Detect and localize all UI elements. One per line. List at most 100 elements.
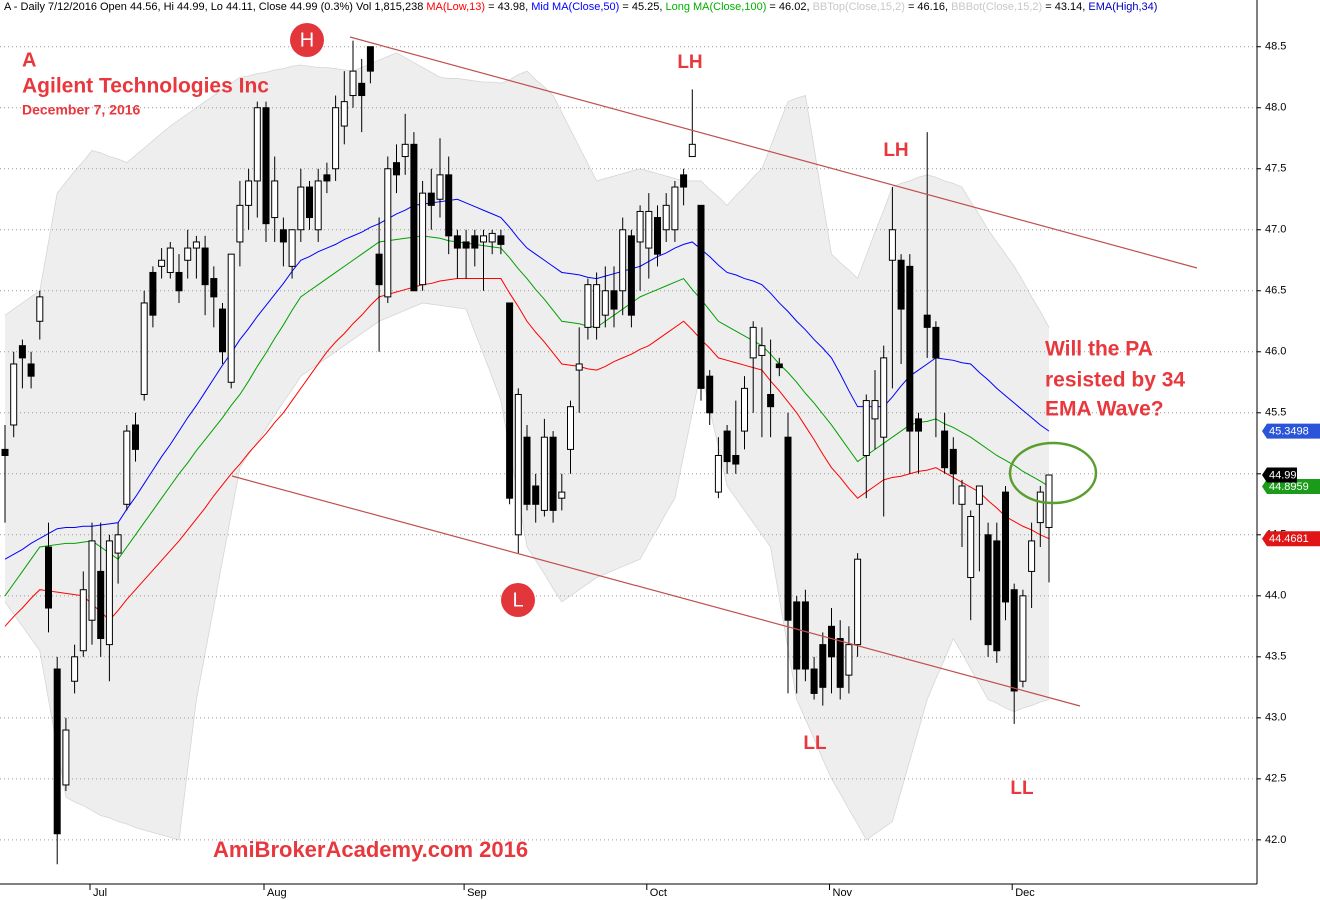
candle-body: [158, 259, 166, 267]
header-segment: = 46.02,: [766, 1, 812, 13]
header-segment: BBTop(Close,15,2): [813, 1, 905, 13]
y-tick-label: 48.0: [1265, 102, 1286, 114]
candle-body: [793, 601, 801, 670]
candle-body: [210, 278, 218, 298]
candle-body: [1002, 491, 1009, 603]
candle-body: [506, 302, 514, 499]
candle-body: [1, 448, 9, 456]
candle-body: [532, 485, 540, 505]
candle-body: [97, 570, 105, 640]
band-upper: [4, 52, 1050, 328]
low-marker-label: L: [512, 589, 523, 611]
candle-body: [332, 107, 340, 170]
lower-high-label: LH: [883, 140, 908, 161]
y-tick-label: 43.5: [1265, 651, 1286, 663]
candle-body: [932, 326, 940, 359]
candle-body: [71, 656, 79, 682]
candle-body: [619, 229, 627, 292]
candle-body: [949, 448, 957, 475]
candle-body: [645, 210, 653, 249]
candle-body: [967, 516, 975, 579]
lower-low-label: LL: [1010, 778, 1034, 799]
candle-body: [149, 271, 157, 316]
question-line: EMA Wave?: [1045, 398, 1164, 421]
x-tick-label: Jul: [93, 887, 107, 899]
candle-body: [714, 454, 722, 493]
plot-area: [0, 40, 1257, 865]
candle-body: [79, 589, 87, 652]
header-segment: EMA(High,34): [1088, 1, 1157, 13]
x-tick-label: Sep: [467, 887, 487, 899]
candle-body: [627, 235, 635, 316]
candle-body: [488, 232, 496, 243]
question-line: resisted by 34: [1045, 369, 1185, 392]
candle-body: [323, 174, 331, 182]
candle-body: [741, 387, 748, 432]
y-tick-label: 47.0: [1265, 224, 1286, 236]
ticker: A: [22, 49, 36, 71]
candle-body: [10, 363, 18, 426]
candle-body: [366, 46, 374, 72]
candle-body: [828, 625, 835, 658]
candle-body: [393, 162, 400, 176]
candle-body: [88, 540, 96, 621]
candle-body: [906, 265, 914, 432]
question-line: Will the PA: [1045, 338, 1153, 361]
candle-body: [819, 644, 827, 688]
candle-body: [358, 82, 366, 97]
header-segment: = 45.25,: [619, 1, 665, 13]
candle-body: [775, 363, 783, 369]
candle-body: [610, 290, 618, 310]
candle-body: [288, 229, 296, 267]
candle-body: [314, 180, 322, 231]
candle-body: [575, 363, 583, 371]
candle-body: [279, 229, 287, 243]
lower-high-label: LH: [677, 52, 702, 73]
header-segment: A - Daily 7/12/2016 Open 44.56, Hi 44.99…: [4, 1, 426, 13]
candle-body: [53, 668, 61, 835]
candle-body: [471, 235, 479, 249]
candle-body: [897, 259, 905, 310]
candle-body: [253, 107, 261, 182]
candle-body: [584, 284, 592, 328]
candle-body: [384, 168, 392, 298]
candle-body: [984, 534, 992, 646]
header-segment: BBBot(Close,15,2): [951, 1, 1042, 13]
candle-body: [636, 210, 644, 243]
candle-body: [245, 180, 253, 206]
candle-body: [401, 143, 409, 158]
candle-body: [601, 290, 609, 316]
lower-low-label: LL: [803, 733, 827, 754]
candle-body: [1028, 540, 1036, 572]
x-tick-label: Aug: [267, 887, 287, 899]
value-badge: [1262, 531, 1320, 547]
candle-body: [184, 247, 192, 261]
value-badge-label: 44.4681: [1269, 533, 1309, 545]
candle-body: [549, 436, 557, 511]
candle-body: [462, 241, 470, 249]
value-badge-label: 44.99: [1269, 469, 1297, 481]
header-segment: Mid MA(Close,50): [531, 1, 619, 13]
candle-body: [558, 491, 566, 499]
candle-body: [941, 430, 949, 469]
candle-body: [45, 546, 52, 609]
candle-body: [123, 430, 131, 505]
candle-body: [732, 454, 740, 465]
candle-body: [567, 406, 574, 450]
header: A - Daily 7/12/2016 Open 44.56, Hi 44.99…: [4, 1, 1157, 13]
candle-body: [175, 271, 183, 292]
lower-trendline: [231, 475, 1081, 707]
candle-body: [1045, 474, 1053, 528]
candle-body: [697, 204, 705, 389]
candle-body: [923, 314, 931, 328]
watermark: AmiBrokerAcademy.com 2016: [213, 837, 528, 862]
upper-trendline: [349, 36, 1198, 269]
candle-body: [1036, 491, 1044, 524]
candle-body: [523, 436, 531, 505]
candle-body: [723, 430, 731, 463]
candle-body: [297, 186, 305, 231]
y-tick-label: 47.5: [1265, 163, 1286, 175]
candle-body: [18, 345, 26, 359]
value-badge: [1262, 478, 1320, 494]
